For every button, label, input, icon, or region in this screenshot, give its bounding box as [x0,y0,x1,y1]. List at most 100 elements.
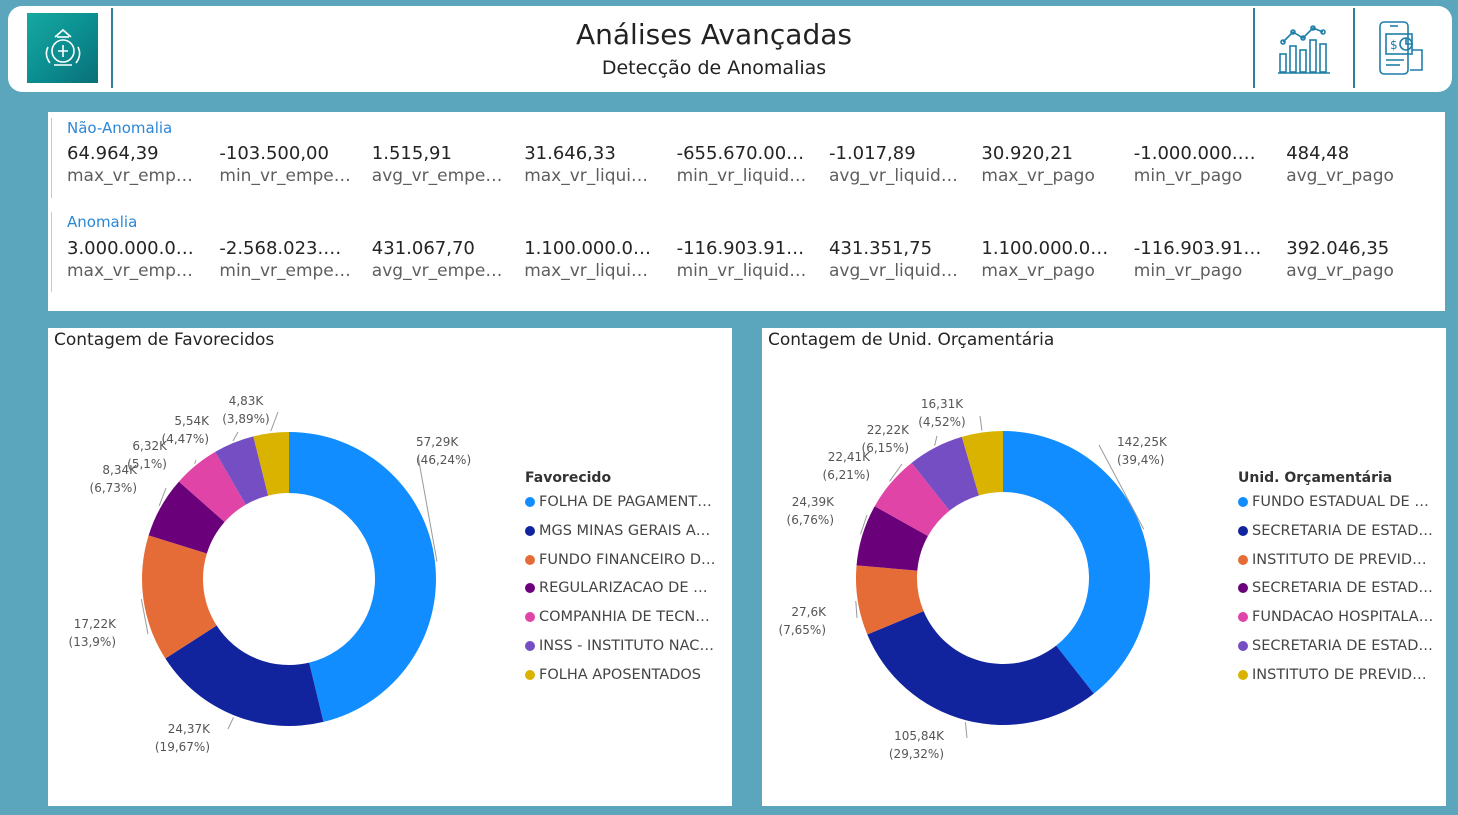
kpi-label: max_vr_pago [981,261,1095,281]
group-label-nao-anomalia: Não-Anomalia [67,119,173,137]
kpi-value: 64.964,39 [67,143,159,164]
header-banner: Análises Avançadas Detecção de Anomalias [8,6,1452,92]
kpi-value: 431.351,75 [829,238,933,259]
legend-label: INSTITUTO DE PREVIDE… [1252,666,1434,683]
legend-item[interactable]: MGS MINAS GERAIS AD… [525,521,717,541]
donut-slice[interactable] [165,625,324,726]
legend-marker [525,612,535,623]
legend-marker [525,641,535,651]
kpi-value: 1.515,91 [371,143,452,164]
donut-slice[interactable] [911,436,979,511]
kpi-item: 392.046,35 avg_vr_pago [1286,238,1418,281]
kpi-label: avg_vr_empen… [371,166,504,186]
leader-line [417,455,438,562]
kpi-value: -1.017,89 [829,143,916,164]
legend-item[interactable]: SECRETARIA DE ESTADO… [1238,636,1434,656]
group-indicator-bar [51,118,52,198]
kpi-value: 1.100.000.000,… [524,238,656,259]
leader-line [270,411,279,432]
legend-item[interactable]: REGULARIZACAO DE BL… [525,578,717,598]
mobile-finance-icon[interactable]: $ [1374,20,1428,80]
kpi-label: avg_vr_pago [1286,261,1394,281]
kpi-label: min_vr_liquida… [676,166,809,186]
kpi-item: 1.515,91 avg_vr_empen… [372,143,504,186]
donut-chart-favorecidos: 57,29K (46,24%) 24,37K (19,67%) 17,22K (13,9%… [69,394,472,754]
leader-line [979,415,983,431]
leader-line [860,514,868,535]
legend-label: SECRETARIA DE ESTADO… [1252,522,1434,539]
kpi-label: avg_vr_liquida… [829,261,961,281]
data-label: 57,29K (46,24%) [416,435,471,467]
header-divider-right-2 [1353,8,1355,88]
leader-line [934,435,938,446]
kpi-item: 31.646,33 max_vr_liquid… [524,143,656,186]
legend-title: Unid. Orçamentária [1238,470,1393,486]
donut-slice[interactable] [289,432,436,722]
legend-marker [525,554,535,565]
kpi-item: 1.100.000.000,…max_vr_pago [981,238,1113,281]
legend-item[interactable]: FOLHA DE PAGAMENTO… [525,492,717,512]
leader-line [140,598,149,635]
kpi-label: min_vr_empe… [219,261,351,281]
data-label: 24,39K (6,76%) [787,495,836,527]
leader-line [227,717,235,730]
legend-label: FUNDACAO HOSPITALA… [1252,609,1434,626]
legend-item[interactable]: COMPANHIA DE TECNO… [525,607,717,627]
data-label: 16,31K (4,52%) [918,397,965,429]
kpi-value: -1.000.000.00… [1133,143,1266,164]
data-label: 22,41K (6,21%) [823,450,872,482]
legend-item[interactable]: SECRETARIA DE ESTADO… [1238,578,1434,598]
legend-label: FOLHA APOSENTADOS [539,666,701,683]
legend-item[interactable]: FUNDO FINANCEIRO DE… [525,550,717,570]
donut-slice[interactable] [856,565,924,635]
legend-marker [1238,612,1248,623]
donut-slice[interactable] [1003,431,1150,694]
legend-marker [525,525,535,536]
kpi-item: -655.670.000,00min_vr_liquida… [677,143,809,186]
kpi-card: Não-Anomalia 64.964,39 max_vr_empe… -103.5… [48,112,1445,311]
legend-label: MGS MINAS GERAIS AD… [539,522,717,539]
legend-item[interactable]: SECRETARIA DE ESTADO… [1238,521,1434,541]
donut-slice[interactable] [142,535,217,659]
donut-slice[interactable] [856,506,928,571]
kpi-value: -103.500,00 [219,143,329,164]
kpi-item: 3.000.000.000,…max_vr_empe… [67,238,199,281]
kpi-item: 431.067,70 avg_vr_empen… [372,238,504,281]
legend-label: FUNDO ESTADUAL DE S… [1252,494,1434,510]
kpi-value: -116.903.918,98 [1133,238,1266,259]
legend-marker [525,497,535,507]
donut-slice[interactable] [215,436,269,505]
data-label: 24,37K (19,67%) [155,722,211,754]
legend-item[interactable]: INSS - INSTITUTO NACI… [525,636,717,656]
chart-panel-unid-orcamentaria: Contagem de Unid. Orçamentária 142,25K (3… [762,328,1446,806]
legend-marker [1238,554,1248,565]
legend-marker [525,583,535,594]
legend-item[interactable]: INSTITUTO DE PREVIDE… [1238,665,1434,685]
legend-item[interactable]: FUNDACAO HOSPITALA… [1238,607,1434,627]
legend-label: FOLHA DE PAGAMENTO… [539,494,717,510]
leader-line [194,459,197,464]
kpi-value: 392.046,35 [1286,238,1390,259]
legend-item[interactable]: FUNDO ESTADUAL DE S… [1238,492,1434,512]
donut-chart-unid-orcamentaria: 142,25K (39,4%) 105,84K (29,32%) 27,6K (7,65%… [779,397,1168,761]
donut-slice[interactable] [874,462,950,537]
kpi-value: 484,48 [1286,143,1350,164]
data-label: 4,83K (3,89%) [222,394,269,426]
legend-item[interactable]: FOLHA APOSENTADOS [525,665,717,685]
leader-line [889,463,903,482]
page-title: Análises Avançadas [576,18,852,51]
legend-label: COMPANHIA DE TECNO… [539,609,717,626]
kpi-label: min_vr_pago [1133,166,1243,186]
donut-slice[interactable] [253,432,289,496]
legend-item[interactable]: INSTITUTO DE PREVIDE… [1238,550,1434,570]
donut-slice[interactable] [961,431,1003,496]
donut-slice[interactable] [867,611,1094,725]
kpi-value: -116.903.918,98 [676,238,809,259]
donut-slice[interactable] [178,451,246,523]
leader-line [964,722,968,739]
donut-slice[interactable] [148,481,225,554]
data-label: 5,54K (4,47%) [162,414,211,446]
kpi-label: max_vr_pago [981,166,1095,186]
kpi-label: avg_vr_empen… [371,261,504,281]
chart-analytics-icon[interactable] [1276,20,1332,80]
